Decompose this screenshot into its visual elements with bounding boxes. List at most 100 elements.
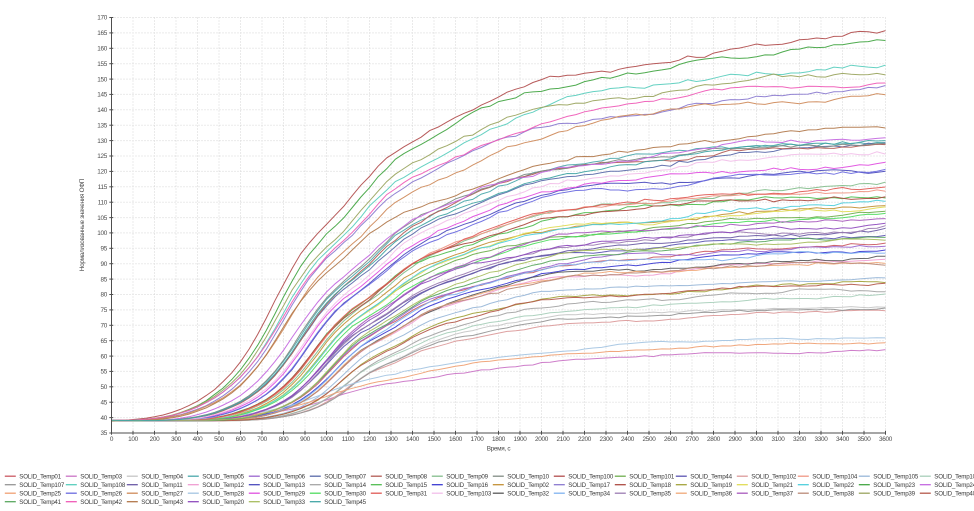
svg-text:2000: 2000 bbox=[535, 436, 549, 443]
svg-text:1400: 1400 bbox=[406, 436, 420, 443]
svg-text:35: 35 bbox=[100, 430, 107, 437]
svg-text:3500: 3500 bbox=[857, 436, 871, 443]
svg-text:SOLID_Temp19: SOLID_Temp19 bbox=[690, 482, 732, 489]
svg-text:SOLID_Temp20: SOLID_Temp20 bbox=[202, 499, 244, 506]
svg-text:SOLID_Temp100: SOLID_Temp100 bbox=[568, 474, 614, 481]
svg-text:165: 165 bbox=[97, 30, 108, 37]
svg-text:155: 155 bbox=[97, 61, 108, 68]
svg-text:115: 115 bbox=[98, 184, 108, 191]
svg-text:55: 55 bbox=[100, 369, 107, 376]
svg-text:600: 600 bbox=[236, 436, 247, 443]
svg-text:200: 200 bbox=[150, 436, 161, 443]
svg-text:400: 400 bbox=[193, 436, 204, 443]
svg-text:145: 145 bbox=[97, 92, 108, 99]
svg-text:1200: 1200 bbox=[363, 436, 377, 443]
svg-text:95: 95 bbox=[100, 246, 107, 253]
svg-text:800: 800 bbox=[279, 436, 290, 443]
svg-text:SOLID_Temp108: SOLID_Temp108 bbox=[80, 482, 126, 489]
svg-text:SOLID_Temp35: SOLID_Temp35 bbox=[629, 491, 671, 498]
svg-text:SOLID_Temp17: SOLID_Temp17 bbox=[568, 482, 610, 489]
svg-text:500: 500 bbox=[214, 436, 225, 443]
svg-text:40: 40 bbox=[100, 415, 107, 422]
svg-text:45: 45 bbox=[100, 399, 107, 406]
svg-text:300: 300 bbox=[171, 436, 182, 443]
svg-text:SOLID_Temp09: SOLID_Temp09 bbox=[446, 474, 488, 481]
svg-text:Время, с: Время, с bbox=[487, 446, 512, 453]
svg-text:SOLID_Temp11: SOLID_Temp11 bbox=[141, 482, 183, 489]
svg-text:1800: 1800 bbox=[492, 436, 506, 443]
svg-text:SOLID_Temp22: SOLID_Temp22 bbox=[812, 482, 854, 489]
svg-text:0: 0 bbox=[110, 436, 114, 443]
svg-text:SOLID_Temp34: SOLID_Temp34 bbox=[568, 491, 610, 498]
svg-text:SOLID_Temp39: SOLID_Temp39 bbox=[873, 491, 915, 498]
svg-text:50: 50 bbox=[100, 384, 107, 391]
svg-text:1300: 1300 bbox=[384, 436, 398, 443]
svg-text:SOLID_Temp06: SOLID_Temp06 bbox=[263, 474, 305, 481]
svg-text:2400: 2400 bbox=[621, 436, 635, 443]
svg-text:3200: 3200 bbox=[793, 436, 807, 443]
svg-text:2300: 2300 bbox=[599, 436, 613, 443]
svg-text:60: 60 bbox=[100, 353, 107, 360]
svg-text:SOLID_Temp43: SOLID_Temp43 bbox=[141, 499, 183, 506]
svg-text:SOLID_Temp27: SOLID_Temp27 bbox=[141, 491, 183, 498]
svg-text:SOLID_Temp41: SOLID_Temp41 bbox=[19, 499, 61, 506]
svg-text:85: 85 bbox=[100, 276, 107, 283]
svg-text:SOLID_Temp29: SOLID_Temp29 bbox=[263, 491, 305, 498]
svg-text:3100: 3100 bbox=[771, 436, 785, 443]
svg-text:120: 120 bbox=[97, 169, 108, 176]
svg-text:SOLID_Temp18: SOLID_Temp18 bbox=[629, 482, 671, 489]
svg-text:SOLID_Temp37: SOLID_Temp37 bbox=[751, 491, 793, 498]
svg-text:SOLID_Temp12: SOLID_Temp12 bbox=[202, 482, 244, 489]
svg-text:SOLID_Temp08: SOLID_Temp08 bbox=[385, 474, 427, 481]
svg-text:65: 65 bbox=[100, 338, 107, 345]
svg-text:1100: 1100 bbox=[342, 436, 355, 443]
svg-text:SOLID_Temp28: SOLID_Temp28 bbox=[202, 491, 244, 498]
svg-text:80: 80 bbox=[100, 292, 107, 299]
svg-text:SOLID_Temp105: SOLID_Temp105 bbox=[873, 474, 919, 481]
svg-text:SOLID_Temp13: SOLID_Temp13 bbox=[263, 482, 305, 489]
svg-text:SOLID_Temp30: SOLID_Temp30 bbox=[324, 491, 366, 498]
svg-text:3400: 3400 bbox=[836, 436, 850, 443]
svg-text:SOLID_Temp44: SOLID_Temp44 bbox=[690, 474, 732, 481]
svg-text:3600: 3600 bbox=[879, 436, 893, 443]
svg-text:900: 900 bbox=[300, 436, 311, 443]
svg-text:SOLID_Temp38: SOLID_Temp38 bbox=[812, 491, 854, 498]
svg-text:100: 100 bbox=[97, 230, 108, 237]
svg-text:2900: 2900 bbox=[728, 436, 742, 443]
svg-text:SOLID_Temp14: SOLID_Temp14 bbox=[324, 482, 366, 489]
svg-text:135: 135 bbox=[97, 122, 108, 129]
svg-text:105: 105 bbox=[97, 215, 108, 222]
svg-text:SOLID_Temp04: SOLID_Temp04 bbox=[141, 474, 183, 481]
svg-text:SOLID_Temp33: SOLID_Temp33 bbox=[263, 499, 305, 506]
svg-text:SOLID_Temp104: SOLID_Temp104 bbox=[812, 474, 858, 481]
svg-text:2800: 2800 bbox=[707, 436, 721, 443]
svg-text:SOLID_Temp25: SOLID_Temp25 bbox=[19, 491, 61, 498]
svg-text:SOLID_Temp16: SOLID_Temp16 bbox=[446, 482, 488, 489]
svg-text:SOLID_Temp45: SOLID_Temp45 bbox=[324, 499, 366, 506]
svg-text:SOLID_Temp102: SOLID_Temp102 bbox=[751, 474, 797, 481]
svg-text:2600: 2600 bbox=[664, 436, 678, 443]
svg-text:SOLID_Temp106: SOLID_Temp106 bbox=[934, 474, 974, 481]
svg-text:SOLID_Temp23: SOLID_Temp23 bbox=[873, 482, 915, 489]
svg-text:140: 140 bbox=[97, 107, 108, 114]
svg-text:SOLID_Temp15: SOLID_Temp15 bbox=[385, 482, 427, 489]
svg-text:2700: 2700 bbox=[685, 436, 699, 443]
svg-text:SOLID_Temp32: SOLID_Temp32 bbox=[507, 491, 549, 498]
svg-text:SOLID_Temp103: SOLID_Temp103 bbox=[446, 491, 492, 498]
svg-text:130: 130 bbox=[97, 138, 108, 145]
svg-text:100: 100 bbox=[128, 436, 139, 443]
svg-text:SOLID_Temp40: SOLID_Temp40 bbox=[934, 491, 974, 498]
svg-text:SOLID_Temp02: SOLID_Temp02 bbox=[507, 482, 549, 489]
svg-text:70: 70 bbox=[100, 323, 107, 330]
svg-text:1700: 1700 bbox=[470, 436, 484, 443]
svg-text:SOLID_Temp21: SOLID_Temp21 bbox=[751, 482, 793, 489]
svg-text:SOLID_Temp07: SOLID_Temp07 bbox=[324, 474, 366, 481]
svg-text:125: 125 bbox=[97, 153, 108, 160]
svg-text:2100: 2100 bbox=[556, 436, 570, 443]
svg-text:SOLID_Temp01: SOLID_Temp01 bbox=[19, 474, 61, 481]
svg-text:700: 700 bbox=[257, 436, 268, 443]
svg-text:150: 150 bbox=[97, 76, 108, 83]
svg-text:SOLID_Temp03: SOLID_Temp03 bbox=[80, 474, 122, 481]
svg-text:SOLID_Temp24: SOLID_Temp24 bbox=[934, 482, 974, 489]
svg-text:90: 90 bbox=[100, 261, 107, 268]
